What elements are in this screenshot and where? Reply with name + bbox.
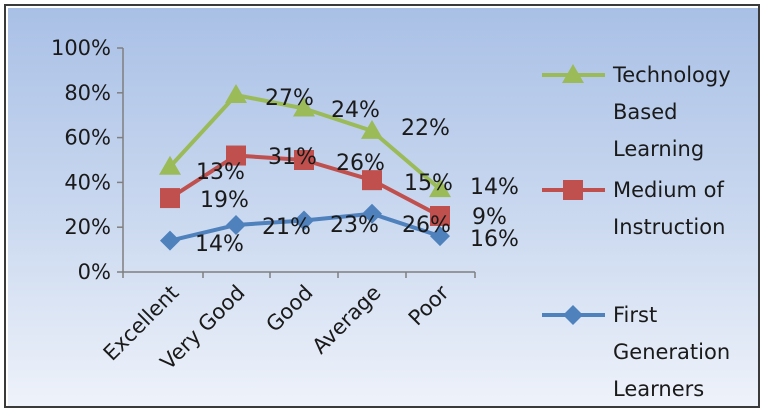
chart-background [8, 8, 758, 406]
triangle-marker [159, 155, 181, 175]
y-tick-label: 80% [64, 81, 111, 105]
diamond-marker [294, 210, 314, 231]
legend-label: Technology [612, 63, 731, 87]
legend-label: Generation [613, 340, 730, 364]
triangle-marker [293, 97, 315, 117]
triangle-marker [429, 178, 451, 198]
data-label: 14% [195, 232, 244, 257]
y-tick-label: 0% [78, 260, 111, 284]
square-marker [362, 170, 382, 191]
triangle-marker [361, 119, 383, 139]
data-label: 16% [470, 227, 519, 252]
data-labels: 13% 27% 24% 22% 14% 19% 31% 26% 15% 9% 14% 21% 23% 26… [195, 86, 519, 257]
data-label: 13% [196, 160, 245, 185]
legend-label: First [613, 303, 657, 327]
data-label: 22% [401, 116, 450, 141]
data-label: 27% [265, 86, 314, 111]
legend-label: Based [613, 100, 677, 124]
y-tick-label: 100% [51, 36, 111, 60]
data-label: 19% [200, 188, 249, 213]
y-tick-label: 20% [64, 215, 111, 239]
legend-label: Instruction [613, 215, 725, 239]
diamond-marker [563, 305, 583, 325]
triangle-marker [562, 64, 584, 83]
diamond-marker [430, 226, 450, 247]
diamond-marker [226, 214, 246, 235]
square-marker [430, 206, 450, 226]
y-tick-label: 40% [64, 170, 111, 194]
chart-frame [4, 4, 760, 408]
legend-label: Learners [613, 377, 704, 401]
diamond-marker [160, 230, 180, 251]
square-marker [160, 188, 180, 209]
data-label: 14% [470, 175, 519, 200]
legend-label: Medium of [613, 178, 724, 202]
series-lines [159, 84, 451, 251]
x-category-label: Good [261, 281, 317, 337]
data-label: 15% [404, 171, 453, 196]
legend-label: Learning [613, 137, 704, 161]
square-marker [226, 145, 246, 166]
y-tick-label: 60% [64, 126, 111, 150]
square-marker [294, 150, 314, 170]
data-label: 21% [262, 215, 311, 240]
data-label: 23% [330, 213, 379, 238]
data-label: 9% [472, 205, 507, 230]
data-label: 24% [331, 98, 380, 123]
data-label: 26% [336, 151, 385, 176]
x-category-label: Poor [404, 280, 454, 330]
legend: Technology Based Learning Medium of Instruct… [542, 63, 731, 401]
diamond-marker [362, 203, 382, 224]
data-label: 26% [402, 213, 451, 238]
triangle-marker [225, 84, 247, 104]
square-marker [563, 180, 583, 200]
data-label: 31% [268, 145, 317, 170]
x-category-label: Average [308, 281, 386, 359]
